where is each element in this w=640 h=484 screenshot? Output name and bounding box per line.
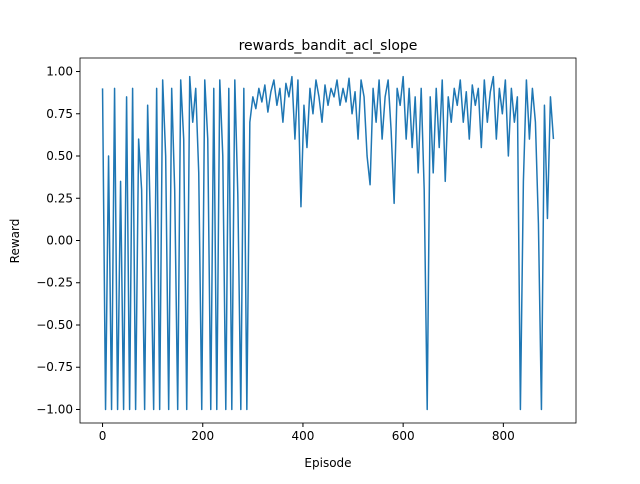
chart-title: rewards_bandit_acl_slope [239,38,418,54]
y-tick-label: 0.75 [46,107,73,121]
y-tick-label: −0.25 [36,276,73,290]
x-tick-label: 800 [492,429,515,443]
x-tick-label: 200 [191,429,214,443]
data-line [101,75,555,411]
y-tick-label: 0.25 [46,191,73,205]
y-tick-label: −1.00 [36,402,73,416]
y-tick-label: −0.50 [36,318,73,332]
y-tick-label: 0.00 [46,234,73,248]
x-tick-label: 600 [392,429,415,443]
y-tick-label: 1.00 [46,65,73,79]
x-axis-label: Episode [304,456,351,470]
y-axis-label: Reward [8,219,22,264]
x-tick-label: 400 [291,429,314,443]
x-tick-label: 0 [99,429,107,443]
y-tick-label: −0.75 [36,360,73,374]
axes-frame [79,57,577,424]
y-tick-label: 0.50 [46,149,73,163]
